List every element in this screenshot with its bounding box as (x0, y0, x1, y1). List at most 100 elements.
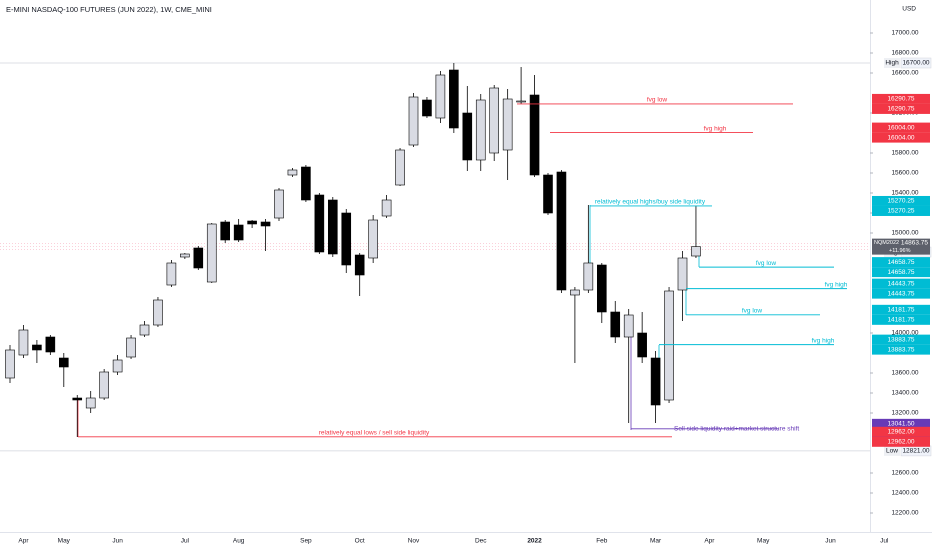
candle-body (408, 96, 419, 146)
level-tag: 13041.50 (887, 421, 914, 428)
level-label: Sell side liquidity raid+market structur… (674, 426, 799, 433)
x-tick-label: Jul (880, 538, 889, 545)
candle-body (529, 94, 540, 176)
candle-body (354, 254, 365, 276)
x-tick-label: Jul (181, 538, 190, 545)
candle-body (72, 397, 83, 401)
x-tick-label: May (757, 538, 770, 545)
y-tick-label: 16600.00 (891, 70, 918, 77)
level-tag-bg (872, 288, 930, 299)
currency: USD (902, 6, 916, 13)
y-tick-label: 13200.00 (891, 410, 918, 417)
candle-body (637, 332, 647, 358)
level-tag-bg (872, 93, 930, 104)
candle-body (664, 290, 674, 401)
current-price: 14863.75 (901, 239, 928, 246)
level-tag-bg (872, 278, 930, 289)
level-tag-bg (872, 304, 930, 315)
level-tag: 14181.75 (887, 307, 914, 314)
level-tag-bg (872, 205, 930, 216)
candle-body (422, 99, 432, 117)
x-tick-label: Aug (233, 538, 245, 545)
x-tick-label: Nov (408, 538, 420, 545)
level-label: relatively equal highs/buy side liquidit… (595, 199, 706, 206)
level-tag-bg (872, 418, 930, 429)
candle-body (112, 359, 123, 373)
chart-title: E-MINI NASDAQ-100 FUTURES (JUN 2022), 1W… (6, 5, 212, 14)
candle-body (99, 371, 109, 399)
level-tag: 12962.00 (887, 439, 914, 446)
candle-body (556, 171, 567, 291)
level-tag-bg (872, 426, 930, 437)
y-tick-label: 12400.00 (891, 490, 918, 497)
candle-body (435, 74, 446, 119)
connectors (77, 205, 700, 437)
level-tag: 14658.75 (887, 259, 914, 266)
level-tag: 16004.00 (887, 134, 914, 141)
marker-label: Low (886, 448, 898, 455)
level-label: relatively equal lows / sell side liquid… (319, 430, 430, 437)
candle-body (381, 199, 392, 217)
level-tag: 13883.75 (887, 336, 914, 343)
level-tag: 15270.25 (887, 198, 914, 205)
candle-body (623, 314, 634, 338)
candle-body (610, 311, 621, 338)
candle-body (274, 189, 284, 219)
candle-body (449, 69, 459, 129)
level-tag-bg (872, 436, 930, 447)
current-symbol: NQM2022 (874, 240, 899, 246)
candle-body (327, 199, 338, 255)
level-label: fvg low (742, 308, 763, 315)
level-label: fvg low (756, 260, 777, 267)
y-tick-label: 15800.00 (891, 150, 918, 157)
level-tag-bg (872, 195, 930, 206)
candle-body (193, 247, 204, 269)
y-tick-label: 13600.00 (891, 370, 918, 377)
candle-body (32, 344, 42, 351)
candle-body (58, 357, 69, 368)
level-label: fvg low (647, 97, 668, 104)
candle-body (543, 174, 553, 214)
candle-body (516, 100, 526, 103)
candle-body (220, 221, 230, 241)
candle-body (596, 264, 607, 313)
candle-body (462, 112, 473, 161)
x-tick-label: Dec (475, 538, 487, 545)
candle-body (502, 98, 513, 151)
candle-body (180, 253, 190, 258)
level-tag: 14181.75 (887, 317, 914, 324)
current-symbol-bg (872, 238, 930, 255)
x-tick-label: Jun (825, 538, 836, 545)
x-tick-label: 2022 (527, 538, 542, 545)
candle-body (260, 221, 271, 227)
marker-tag-bg (884, 58, 900, 68)
marker-value: 16700.00 (902, 60, 929, 67)
candle-body (570, 289, 580, 296)
candle-body (301, 166, 311, 201)
x-tick-label: Apr (18, 538, 29, 545)
level-tag: 14658.75 (887, 269, 914, 276)
y-tick-label: 15400.00 (891, 190, 918, 197)
candle-body (691, 246, 701, 257)
x-tick-label: Mar (650, 538, 662, 545)
level-tag-bg (872, 122, 930, 133)
level-tag-bg (872, 257, 930, 268)
candle-body (583, 262, 594, 291)
marker-value: 12821.00 (902, 448, 929, 455)
candle-body (489, 87, 500, 154)
candle-body (139, 324, 150, 336)
level-tag-bg (872, 334, 930, 345)
level-tag-bg (872, 314, 930, 325)
candle-body (85, 397, 96, 409)
y-tick-label: 15600.00 (891, 170, 918, 177)
level-tag: 15270.25 (887, 208, 914, 215)
candle-body (677, 257, 688, 291)
y-tick-label: 13400.00 (891, 390, 918, 397)
level-tag: 14443.75 (887, 290, 914, 297)
current-change: +11.96% (889, 248, 911, 254)
level-tag-bg (872, 267, 930, 278)
candle-body (153, 299, 163, 326)
x-tick-label: Feb (596, 538, 608, 545)
candle-body (341, 212, 352, 266)
x-tick-label: Sep (300, 538, 312, 545)
